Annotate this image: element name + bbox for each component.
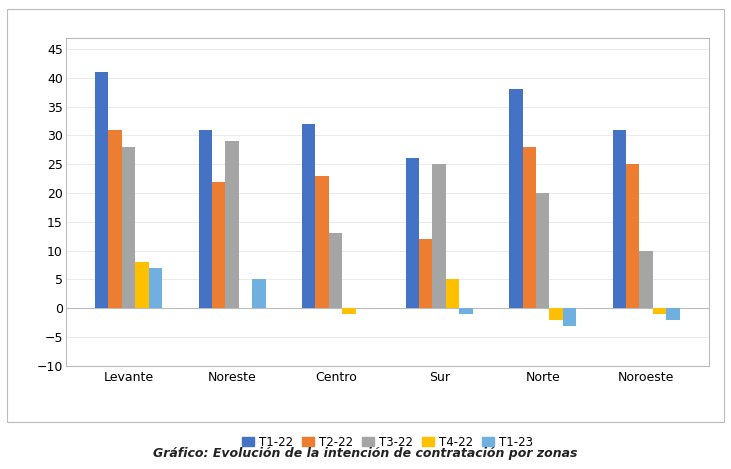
Bar: [536, 193, 550, 308]
Bar: [95, 72, 108, 308]
Bar: [108, 129, 122, 308]
Bar: [433, 164, 446, 308]
Bar: [225, 141, 239, 308]
Bar: [459, 308, 473, 314]
Bar: [212, 182, 225, 308]
Bar: [302, 124, 316, 308]
Bar: [626, 164, 640, 308]
Bar: [653, 308, 667, 314]
Bar: [316, 176, 329, 308]
Bar: [329, 234, 342, 308]
Bar: [667, 308, 680, 320]
Bar: [252, 280, 266, 308]
Bar: [199, 129, 212, 308]
Bar: [406, 159, 419, 308]
Bar: [523, 147, 536, 308]
Bar: [563, 308, 576, 325]
Text: Gráfico: Evolución de la intención de contratación por zonas: Gráfico: Evolución de la intención de co…: [154, 446, 577, 460]
Bar: [550, 308, 563, 320]
Bar: [149, 268, 162, 308]
Bar: [509, 90, 523, 308]
Legend: T1-22, T2-22, T3-22, T4-22, T1-23: T1-22, T2-22, T3-22, T4-22, T1-23: [238, 431, 537, 453]
Bar: [135, 262, 149, 308]
Bar: [342, 308, 356, 314]
Bar: [613, 129, 626, 308]
Bar: [122, 147, 135, 308]
Bar: [640, 250, 653, 308]
Bar: [419, 239, 433, 308]
Bar: [446, 280, 459, 308]
